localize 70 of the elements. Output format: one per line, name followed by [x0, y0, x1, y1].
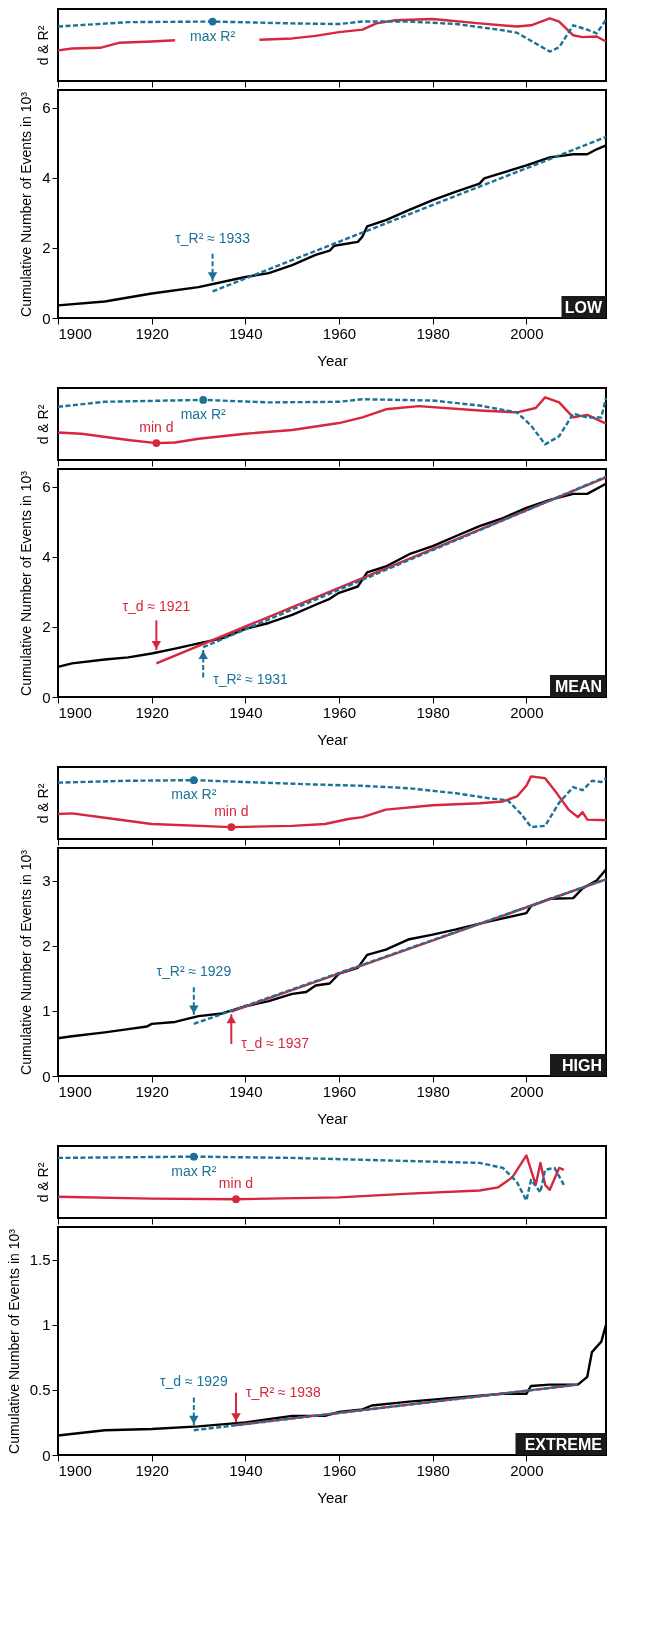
x-axis-title: Year: [317, 351, 348, 369]
x-tick-label: 1960: [322, 1082, 357, 1100]
annotation: τ_R² ≈ 1929: [156, 963, 232, 979]
y-tick-label: 4: [42, 169, 51, 187]
y-axis-title: Cumulative Number of Events in 10³: [18, 470, 35, 696]
y-axis-title: d & R²: [34, 783, 51, 824]
y-tick-label: 0: [42, 309, 51, 327]
y-tick-label: 3: [42, 872, 51, 890]
y-tick-label: 4: [42, 548, 51, 566]
y-tick-label: 0: [42, 1067, 51, 1085]
y-tick-label: 0: [42, 688, 51, 706]
annotation: τ_d ≈ 1929: [159, 1373, 228, 1390]
x-tick-label: 1920: [135, 703, 169, 721]
y-tick-label: 1: [42, 1316, 51, 1334]
y-tick-label: 2: [42, 937, 51, 955]
x-axis-title: Year: [317, 1488, 348, 1506]
x-tick-label: 1940: [229, 1082, 263, 1100]
x-tick-label: 1920: [135, 1082, 169, 1100]
annotation: τ_R² ≈ 1938: [245, 1383, 321, 1400]
annotation: min d: [139, 419, 174, 436]
x-tick-label: 1940: [229, 1461, 263, 1479]
y-tick-label: 1.5: [29, 1251, 51, 1269]
x-tick-label: 1980: [416, 1082, 450, 1100]
x-tick-label: 1920: [135, 1461, 169, 1479]
x-tick-label: 1920: [135, 324, 169, 342]
x-tick-label: 2000: [510, 1461, 544, 1479]
x-tick-label: 1980: [416, 703, 450, 721]
x-tick-label: 1980: [416, 1461, 450, 1479]
y-axis-title: Cumulative Number of Events in 10³: [18, 849, 35, 1075]
x-tick-label: 2000: [510, 324, 544, 342]
y-axis-title: d & R²: [34, 1162, 51, 1203]
annotation: min d: [214, 803, 249, 820]
annotation: LOW: [564, 299, 603, 316]
x-tick-label: 1940: [229, 324, 263, 342]
y-tick-label: 0.5: [29, 1381, 51, 1399]
annotation: τ_R² ≈ 1931: [213, 670, 289, 687]
x-tick-label: 1900: [58, 1461, 92, 1479]
y-axis-title: d & R²: [34, 404, 51, 445]
y-tick-label: 1: [42, 1002, 51, 1020]
x-tick-label: 1960: [322, 324, 357, 342]
annotation: MEAN: [554, 678, 602, 695]
x-tick-label: 1960: [322, 1461, 357, 1479]
y-axis-title: Cumulative Number of Events in 10³: [18, 91, 35, 317]
annotation: τ_d ≈ 1921: [122, 598, 191, 615]
y-tick-label: 6: [42, 478, 51, 496]
annotation: τ_R² ≈ 1933: [175, 229, 251, 246]
x-axis-title: Year: [317, 730, 348, 748]
x-tick-label: 1940: [229, 703, 263, 721]
annotation: τ_d ≈ 1937: [241, 1034, 310, 1051]
x-tick-label: 1960: [322, 703, 357, 721]
annotation: HIGH: [562, 1057, 602, 1074]
annotation: max R²: [171, 786, 217, 803]
annotation: max R²: [190, 27, 236, 44]
y-tick-label: 2: [42, 239, 51, 257]
x-tick-label: 1980: [416, 324, 450, 342]
y-tick-label: 0: [42, 1446, 51, 1464]
y-axis-title: d & R²: [34, 25, 51, 66]
x-tick-label: 2000: [510, 703, 544, 721]
y-tick-label: 6: [42, 99, 51, 117]
x-tick-label: 2000: [510, 1082, 544, 1100]
x-tick-label: 1900: [58, 324, 92, 342]
x-tick-label: 1900: [58, 703, 92, 721]
x-tick-label: 1900: [58, 1082, 92, 1100]
x-axis-title: Year: [317, 1109, 348, 1127]
annotation: max R²: [180, 405, 227, 422]
y-tick-label: 2: [42, 618, 51, 636]
y-axis-title: Cumulative Number of Events in 10³: [5, 1228, 22, 1454]
annotation: EXTREME: [524, 1436, 603, 1453]
annotation: max R²: [171, 1162, 217, 1179]
annotation: min d: [218, 1175, 254, 1192]
